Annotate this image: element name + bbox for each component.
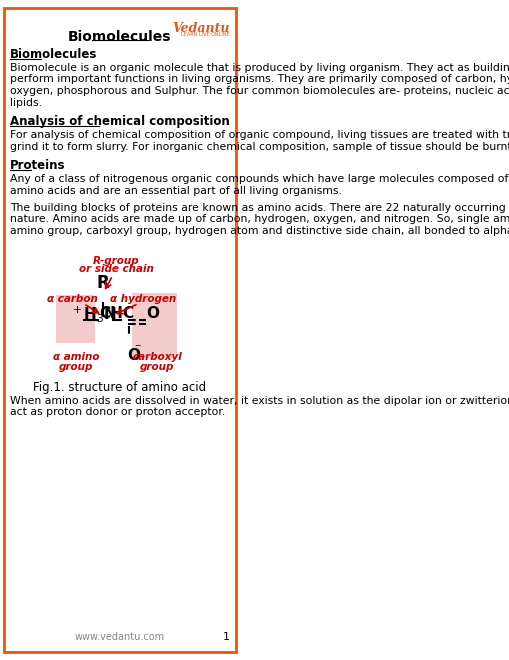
Text: or side chain: or side chain: [79, 265, 154, 275]
Text: R: R: [96, 275, 108, 292]
Text: O: O: [127, 348, 140, 362]
Text: lipids.: lipids.: [10, 98, 42, 108]
Text: 1: 1: [223, 632, 230, 642]
Text: carboxyl: carboxyl: [132, 352, 182, 362]
Text: oxygen, phosphorous and Sulphur. The four common biomolecules are- proteins, nuc: oxygen, phosphorous and Sulphur. The fou…: [10, 86, 509, 96]
Text: amino group, carboxyl group, hydrogen atom and distinctive side chain, all bonde: amino group, carboxyl group, hydrogen at…: [10, 226, 509, 236]
Text: nature. Amino acids are made up of carbon, hydrogen, oxygen, and nitrogen. So, s: nature. Amino acids are made up of carbo…: [10, 214, 509, 224]
Text: perform important functions in living organisms. They are primarily composed of : perform important functions in living or…: [10, 75, 509, 84]
Text: Any of a class of nitrogenous organic compounds which have large molecules compo: Any of a class of nitrogenous organic co…: [10, 174, 509, 184]
Text: α amino: α amino: [53, 352, 99, 362]
Text: When amino acids are dissolved in water, it exists in solution as the dipolar io: When amino acids are dissolved in water,…: [10, 395, 509, 405]
Text: $^-$: $^-$: [133, 343, 142, 354]
Text: group: group: [140, 362, 174, 372]
Text: C: C: [122, 306, 133, 321]
Text: www.vedantu.com: www.vedantu.com: [75, 632, 164, 642]
Text: α carbon: α carbon: [47, 294, 98, 304]
Text: Biomolecules: Biomolecules: [10, 48, 98, 61]
Text: grind it to form slurry. For inorganic chemical composition, sample of tissue sh: grind it to form slurry. For inorganic c…: [10, 141, 509, 152]
Text: O: O: [146, 306, 159, 321]
Text: Fig.1. structure of amino acid: Fig.1. structure of amino acid: [33, 381, 206, 393]
Text: amino acids and are an essential part of all living organisms.: amino acids and are an essential part of…: [10, 185, 342, 195]
Bar: [132, 292, 177, 358]
Text: CH: CH: [99, 306, 123, 321]
Text: Analysis of chemical composition: Analysis of chemical composition: [10, 115, 230, 128]
Text: For analysis of chemical composition of organic compound, living tissues are tre: For analysis of chemical composition of …: [10, 130, 509, 140]
Text: $^+$H$_3$N: $^+$H$_3$N: [69, 304, 117, 323]
Text: group: group: [59, 362, 93, 372]
Bar: [56, 294, 95, 343]
Text: Biomolecule is an organic molecule that is produced by living organism. They act: Biomolecule is an organic molecule that …: [10, 63, 509, 73]
Text: R-group: R-group: [93, 255, 139, 265]
Text: LEARN LIVE ONLINE: LEARN LIVE ONLINE: [181, 32, 230, 37]
Text: α hydrogen: α hydrogen: [110, 294, 176, 304]
Text: Proteins: Proteins: [10, 159, 66, 172]
Text: Biomolecules: Biomolecules: [68, 30, 171, 44]
Text: act as proton donor or proton acceptor.: act as proton donor or proton acceptor.: [10, 407, 225, 417]
Text: Vedantu: Vedantu: [173, 22, 230, 35]
Text: The building blocks of proteins are known as amino acids. There are 22 naturally: The building blocks of proteins are know…: [10, 203, 509, 213]
